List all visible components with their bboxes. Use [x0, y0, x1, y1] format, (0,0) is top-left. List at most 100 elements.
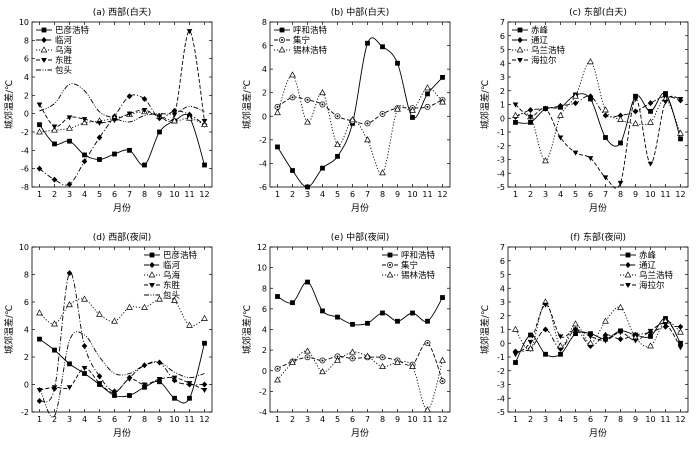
y-tick-label: 4 [500, 59, 505, 68]
data-point [410, 310, 415, 316]
x-tick-label: 9 [395, 190, 400, 199]
series-line-4 [39, 367, 205, 394]
x-axis-label: 月份 [113, 427, 131, 439]
data-point [379, 169, 386, 176]
y-tick-label: 2 [24, 91, 29, 100]
chart-title: (e) 中部(夜间) [331, 231, 389, 243]
legend-label: 赤峰 [639, 250, 657, 261]
legend-marker [149, 283, 155, 288]
data-point [394, 105, 401, 112]
data-point [111, 118, 118, 124]
data-point [512, 348, 519, 355]
series-line-3 [39, 111, 205, 133]
data-point [513, 360, 518, 365]
x-tick-label: 1 [275, 190, 280, 199]
data-point [81, 119, 88, 126]
data-point [141, 96, 148, 102]
data-point [527, 107, 534, 113]
data-point [37, 336, 42, 342]
x-tick-label: 5 [97, 190, 102, 199]
x-tick-label: 9 [633, 190, 638, 199]
data-point [127, 147, 132, 153]
data-point [319, 88, 326, 96]
x-tick-label: 9 [157, 415, 162, 424]
data-point [186, 381, 193, 387]
legend-marker [41, 58, 47, 63]
data-point [96, 373, 103, 380]
data-point [186, 114, 193, 121]
y-tick-label: 10 [19, 18, 29, 27]
y-tick-label: -2 [497, 367, 505, 376]
x-tick-label: 10 [645, 190, 655, 199]
data-point [81, 343, 88, 349]
data-point [274, 376, 281, 383]
data-point [602, 338, 609, 344]
x-tick-label: 12 [675, 190, 685, 199]
x-tick-label: 10 [169, 190, 179, 199]
x-tick-label: 7 [603, 415, 608, 424]
data-point [572, 150, 579, 156]
y-tick-label: 6 [262, 42, 267, 51]
data-point [617, 112, 624, 119]
data-point [602, 175, 609, 181]
data-point [275, 144, 280, 150]
legend-label: 呼和浩特 [401, 250, 436, 261]
series-line-3 [515, 61, 681, 162]
x-tick-label: 6 [588, 190, 593, 199]
data-point [512, 352, 519, 358]
data-point [542, 157, 549, 164]
data-point [557, 102, 564, 109]
data-point-core [321, 359, 324, 362]
y-tick-label: 2 [262, 89, 267, 98]
data-point [587, 156, 594, 162]
data-point [557, 345, 564, 352]
data-point-core [426, 105, 429, 108]
data-point [304, 347, 311, 354]
y-tick-label: 10 [19, 243, 29, 252]
data-point [557, 135, 564, 141]
data-point [349, 348, 356, 355]
x-tick-label: 4 [82, 415, 87, 424]
data-point [66, 124, 73, 131]
x-tick-label: 2 [52, 415, 57, 424]
data-point [528, 119, 533, 125]
data-point [141, 303, 148, 310]
legend-marker [517, 27, 523, 33]
y-tick-label: -2 [21, 408, 29, 417]
data-point [617, 115, 624, 122]
data-point [111, 390, 118, 396]
data-point [633, 93, 638, 99]
x-tick-label: 12 [437, 190, 447, 199]
data-point [527, 339, 534, 345]
data-point [647, 100, 654, 107]
data-point [201, 314, 208, 321]
data-point [587, 343, 594, 349]
y-tick-label: 2 [500, 87, 505, 96]
legend-label: 海拉尔 [639, 280, 665, 291]
data-point [632, 338, 639, 344]
x-tick-label: 12 [199, 190, 209, 199]
y-tick-label: 4 [500, 284, 505, 293]
x-tick-label: 10 [169, 415, 179, 424]
x-tick-label: 1 [513, 415, 518, 424]
y-tick-label: -3 [497, 156, 505, 165]
data-point [37, 122, 42, 128]
x-tick-label: 4 [82, 190, 87, 199]
x-tick-label: 11 [422, 415, 432, 424]
series-line-2 [277, 342, 443, 382]
data-point [424, 84, 431, 91]
data-point [171, 296, 178, 303]
x-tick-label: 8 [380, 415, 385, 424]
data-point [81, 366, 88, 371]
y-tick-label: -3 [497, 381, 505, 390]
legend-marker [387, 252, 393, 258]
y-tick-label: 0 [24, 110, 29, 119]
legend-label: 通辽 [531, 35, 549, 46]
x-tick-label: 2 [528, 190, 533, 199]
y-tick-label: -5 [497, 183, 505, 192]
data-point [289, 71, 296, 78]
data-point [320, 308, 325, 314]
legend-label: 包头 [55, 65, 73, 76]
data-point [305, 279, 310, 285]
data-point [66, 181, 73, 188]
